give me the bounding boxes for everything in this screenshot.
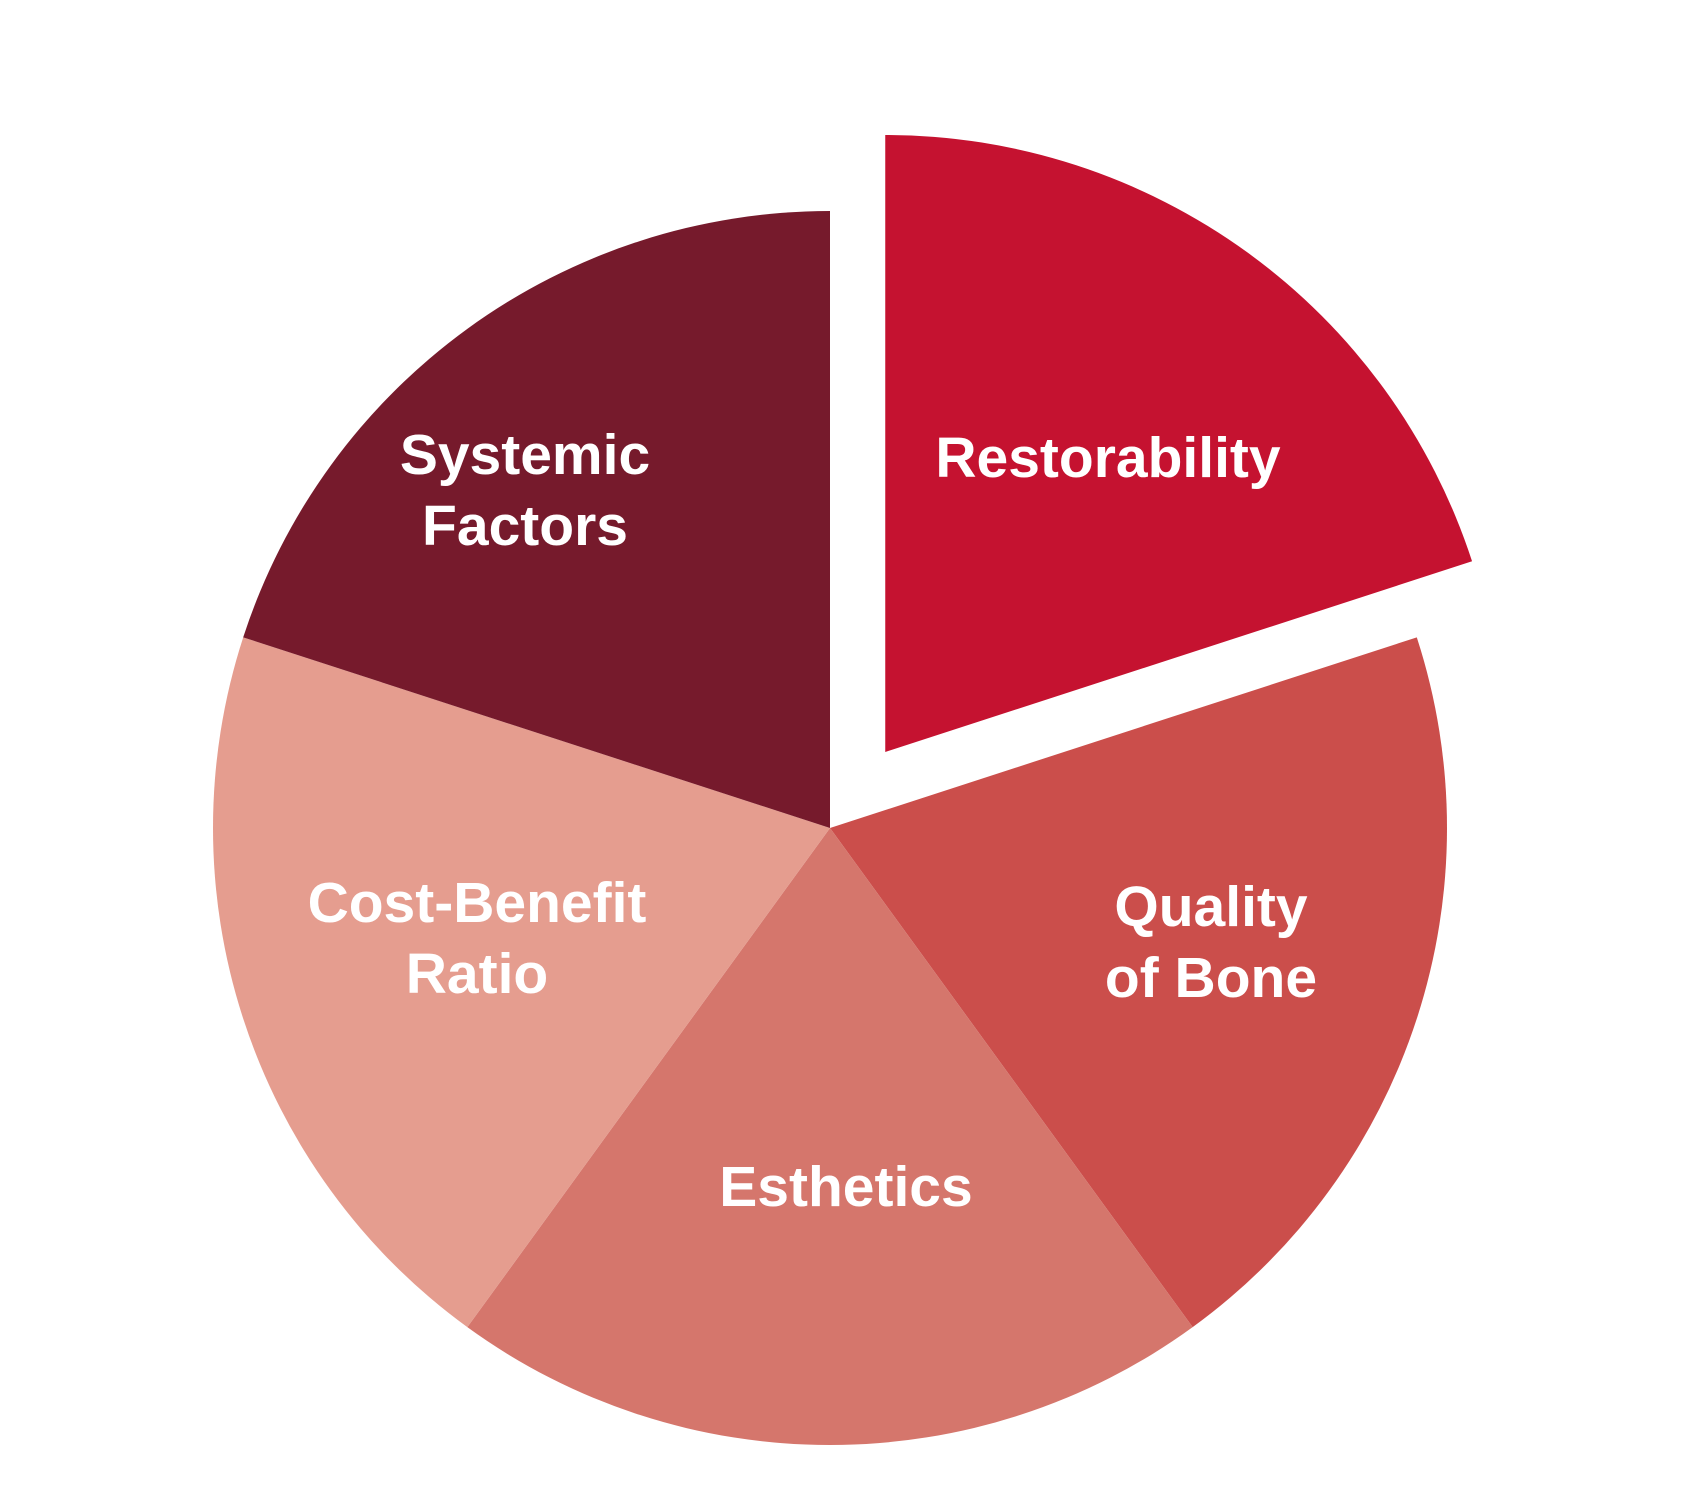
slices-group — [213, 134, 1473, 1445]
slice-label-esthetics: Esthetics — [719, 1155, 972, 1219]
slice-label-restorability: Restorability — [935, 426, 1281, 490]
pie-slice-systemic-factors — [243, 211, 831, 828]
labels-group: Restorability Quality of Bone Esthetics Cost… — [308, 423, 1317, 1219]
slice-label-cost-benefit-ratio: Cost-Benefit Ratio — [308, 871, 647, 1006]
pie-slice-quality-of-bone — [830, 637, 1447, 1328]
pie-slice-restorability — [885, 134, 1473, 752]
pie-slice-cost-benefit-ratio — [213, 637, 831, 1328]
pie-slice-esthetics — [467, 828, 1193, 1445]
slice-label-quality-of-bone: Quality of Bone — [1105, 875, 1317, 1010]
slice-label-systemic-factors: Systemic Factors — [400, 423, 650, 558]
